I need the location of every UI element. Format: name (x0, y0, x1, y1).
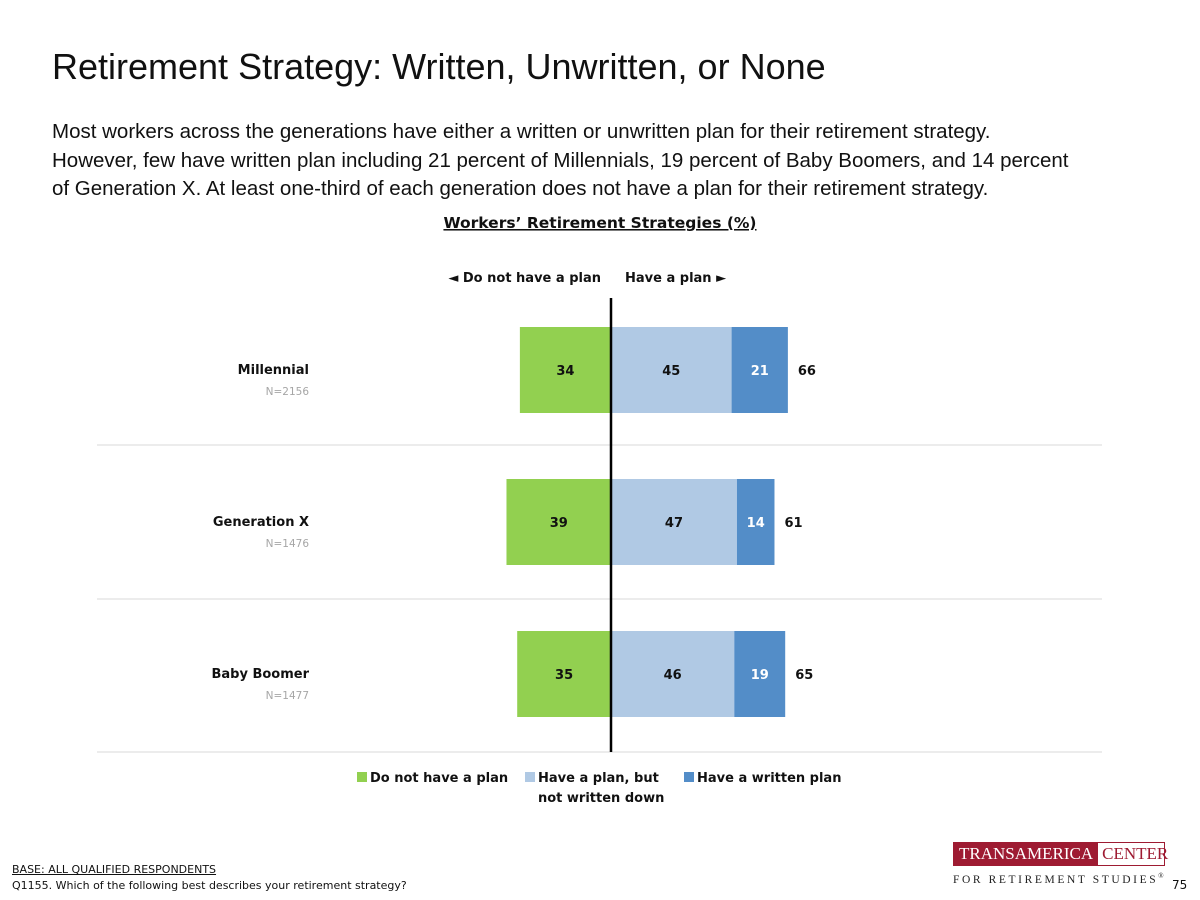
sample-size-label: N=2156 (266, 386, 310, 398)
bar-segment (506, 479, 611, 565)
lead-line: Most workers across the generations have… (52, 120, 991, 143)
bar-segment (519, 327, 611, 413)
bar-segment (611, 327, 732, 413)
logo-part2: CENTER (1102, 844, 1169, 863)
transamerica-logo: TRANSAMERICA CENTER FOR RETIREMENT STUDI… (953, 842, 1168, 886)
bar-segment (736, 479, 775, 565)
legend-swatch (684, 772, 694, 782)
base-label: BASE: ALL QUALIFIED RESPONDENTS (12, 863, 217, 876)
direction-label-left: ◄ Do not have a plan (448, 271, 601, 286)
bar-value-label: 46 (664, 668, 682, 683)
bar-segment (731, 327, 788, 413)
bar-value-label: 34 (556, 364, 574, 379)
bar-value-label: 21 (751, 364, 769, 379)
bar-value-label: 39 (550, 516, 568, 531)
bar-segment (611, 631, 735, 717)
category-label: Millennial (238, 363, 309, 378)
logo-part1: TRANSAMERICA (954, 843, 1099, 865)
question-text: Q1155. Which of the following best descr… (12, 879, 407, 892)
lead-line: However, few have written plan including… (52, 148, 1069, 172)
bar-value-label: 45 (662, 364, 680, 379)
bar-segment (517, 631, 611, 717)
total-have-plan-label: 66 (798, 364, 816, 379)
legend-label: Do not have a plan (370, 771, 508, 786)
bar-value-label: 14 (747, 516, 765, 531)
category-label: Baby Boomer (211, 667, 309, 682)
sample-size-label: N=1476 (266, 538, 310, 550)
legend-label: Have a plan, but (538, 771, 659, 786)
page-number: 75 (1172, 878, 1188, 892)
lead-paragraph: Most workers across the generations have… (52, 118, 1162, 204)
total-have-plan-label: 61 (784, 516, 802, 531)
bar-value-label: 35 (555, 668, 573, 683)
bar-segment (611, 479, 737, 565)
bar-value-label: 47 (665, 516, 683, 531)
logo-sub: FOR RETIREMENT STUDIES (953, 873, 1159, 886)
legend-swatch (357, 772, 367, 782)
page-title: Retirement Strategy: Written, Unwritten,… (52, 46, 826, 87)
chart-title: Workers’ Retirement Strategies (%) (443, 214, 756, 232)
legend-label: not written down (538, 791, 664, 806)
footnote: BASE: ALL QUALIFIED RESPONDENTS Q1155. W… (12, 862, 407, 894)
legend-swatch (525, 772, 535, 782)
bar-value-label: 19 (751, 668, 769, 683)
total-have-plan-label: 65 (795, 668, 813, 683)
lead-line: of Generation X. At least one-third of e… (52, 177, 989, 200)
category-label: Generation X (213, 515, 309, 530)
bar-segment (734, 631, 786, 717)
sample-size-label: N=1477 (266, 690, 309, 702)
logo-reg: ® (1158, 872, 1164, 880)
legend-label: Have a written plan (697, 771, 841, 786)
direction-label-right: Have a plan ► (625, 271, 726, 286)
